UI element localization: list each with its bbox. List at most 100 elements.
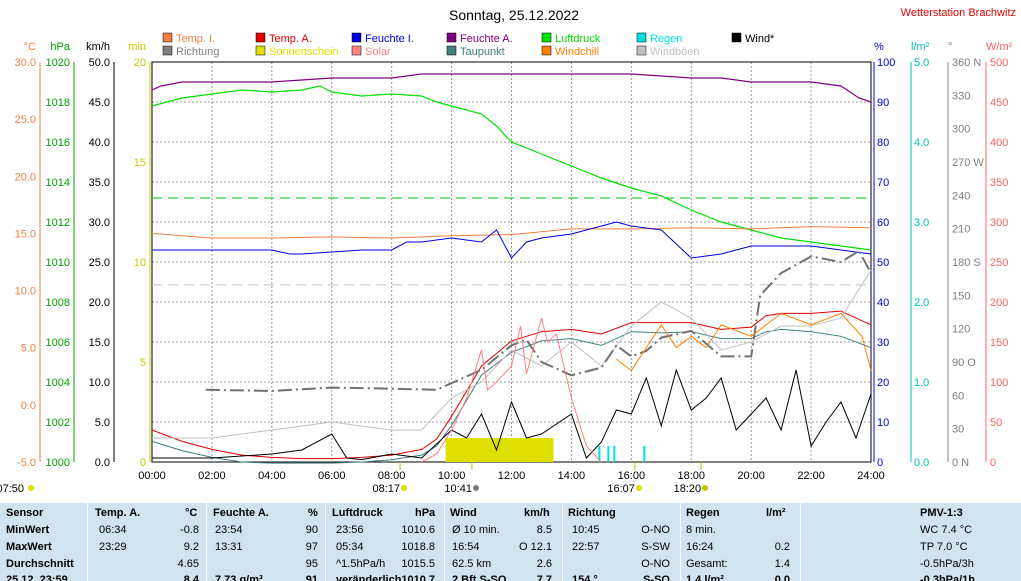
axis-tick-solar: 400 (990, 137, 1008, 149)
header-pmv: PMV-1:3 (920, 507, 963, 519)
axis-tick-solar: 250 (990, 257, 1008, 269)
col-divider (444, 503, 445, 581)
axis-tick-wind: 35.0 (89, 177, 110, 189)
table-cell-w-val: O 12.1 (518, 541, 552, 553)
axis-tick-temp: 5.0 (21, 343, 36, 355)
table-cell-t-val: -0.8 (180, 524, 199, 536)
axis-tick-temp: 30.0 (15, 57, 36, 69)
x-tick-label: 24:00 (857, 470, 885, 482)
axis-tick-wind: 50.0 (89, 57, 110, 69)
table-cell-t-val: 8.4 (183, 574, 199, 581)
axis-tick-direction: 0 N (952, 457, 969, 469)
axis-tick-humidity: 90 (877, 97, 889, 109)
axis-tick-pressure: 1016 (46, 137, 70, 149)
table-cell-r-time: 10:45 (572, 524, 600, 536)
table-cell-l-time: 23:56 (336, 524, 364, 536)
axis-tick-wind: 30.0 (89, 217, 110, 229)
legend-label: Richtung (176, 46, 219, 58)
stats-table: Sensor Temp. A. °C Feuchte A. % Luftdruc… (0, 503, 1021, 581)
axis-tick-solar: 450 (990, 97, 1008, 109)
axis-tick-pressure: 1004 (46, 377, 70, 389)
table-cell-r-time: 154 ° (572, 574, 598, 581)
table-cell-r-time: 22:57 (572, 541, 600, 553)
axis-tick-humidity: 40 (877, 297, 889, 309)
legend-label: Solar (365, 46, 391, 58)
legend-swatch (636, 32, 647, 43)
axis-tick-direction: 180 S (952, 257, 981, 269)
axis-tick-solar: 300 (990, 217, 1008, 229)
event-dot (472, 485, 479, 491)
legend-label: Temp. I. (176, 33, 215, 45)
event-dot (635, 485, 642, 491)
table-cell-rg-val: 1.4 (774, 558, 790, 570)
legend-swatch (351, 32, 362, 43)
x-tick-label: 04:00 (258, 470, 286, 482)
event-time: 10:41 (444, 483, 472, 495)
axis-tick-direction: 150 (952, 290, 970, 302)
axis-unit-wind: km/h (86, 41, 110, 53)
axis-unit-solar: W/m² (986, 41, 1013, 53)
axis-tick-humidity: 60 (877, 217, 889, 229)
header-temp-unit: °C (185, 507, 198, 519)
header-regen: Regen (686, 507, 720, 519)
axis-tick-humidity: 20 (877, 377, 889, 389)
table-cell-w-val: 8.5 (536, 524, 552, 536)
header-feuchte-unit: % (308, 507, 318, 519)
axis-tick-temp: 25.0 (15, 114, 36, 126)
axis-tick-wind: 40.0 (89, 137, 110, 149)
table-cell-r-val: S-SW (641, 541, 670, 553)
legend-label: Windböen (650, 46, 700, 58)
table-cell-label: MinWert (6, 524, 50, 536)
table-cell-pmv: TP 7.0 °C (920, 541, 968, 553)
table-cell-w-label: 16:54 (452, 541, 480, 553)
x-tick-label: 02:00 (198, 470, 226, 482)
event-dot (28, 485, 34, 491)
axis-tick-wind: 45.0 (89, 97, 110, 109)
axis-tick-temp: 10.0 (15, 286, 36, 298)
axis-tick-temp: 20.0 (15, 171, 36, 183)
axis-tick-sun: 0 (140, 457, 146, 469)
x-tick-label: 14:00 (558, 470, 586, 482)
series-richtung (205, 249, 872, 392)
axis-tick-wind: 0.0 (95, 457, 110, 469)
x-tick-label: 12:00 (498, 470, 526, 482)
axis-tick-pressure: 1006 (46, 337, 70, 349)
col-divider (562, 503, 563, 581)
axis-tick-direction: 60 (952, 390, 964, 402)
legend-label: Feuchte A. (460, 33, 513, 45)
table-cell-f-val: 95 (305, 558, 318, 570)
axis-tick-humidity: 100 (877, 57, 895, 69)
legend-label: Temp. A. (269, 33, 312, 45)
x-tick-label: 22:00 (797, 470, 825, 482)
chart-title: Sonntag, 25.12.2022 (449, 7, 579, 23)
x-tick-label: 16:00 (618, 470, 646, 482)
table-cell-f-time: 23:54 (215, 524, 243, 536)
axis-tick-humidity: 80 (877, 137, 889, 149)
axis-tick-humidity: 10 (877, 417, 889, 429)
x-tick-label: 00:00 (138, 470, 166, 482)
axis-tick-rain: 1.0 (914, 377, 929, 389)
table-cell-l-val: 1010.7 (401, 574, 435, 581)
table-cell-l-val: 1018.8 (401, 541, 435, 553)
table-cell-t-val: 4.65 (177, 558, 199, 570)
table-cell-l-val: 1015.5 (401, 558, 435, 570)
axis-tick-rain: 4.0 (914, 137, 929, 149)
table-cell-label: Durchschnitt (6, 558, 74, 570)
axis-tick-sun: 20 (134, 57, 146, 69)
table-cell-rg-label: 1.4 l/m² (686, 574, 724, 581)
axis-tick-wind: 5.0 (95, 417, 110, 429)
axis-tick-direction: 300 (952, 124, 970, 136)
table-cell-r-val: O-NO (641, 558, 670, 570)
rain-mark (613, 446, 616, 462)
axis-tick-pressure: 1008 (46, 297, 70, 309)
axis-tick-direction: 30 (952, 424, 964, 436)
axis-tick-rain: 5.0 (914, 57, 929, 69)
table-cell-w-label: Ø 10 min. (452, 524, 500, 536)
axis-tick-direction: 120 (952, 324, 970, 336)
x-tick-label: 18:00 (677, 470, 705, 482)
axis-tick-humidity: 50 (877, 257, 889, 269)
legend-label: Wind* (745, 33, 775, 45)
axis-tick-pressure: 1010 (46, 257, 70, 269)
axis-tick-rain: 0.0 (914, 457, 929, 469)
table-cell-label: MaxWert (6, 541, 52, 553)
